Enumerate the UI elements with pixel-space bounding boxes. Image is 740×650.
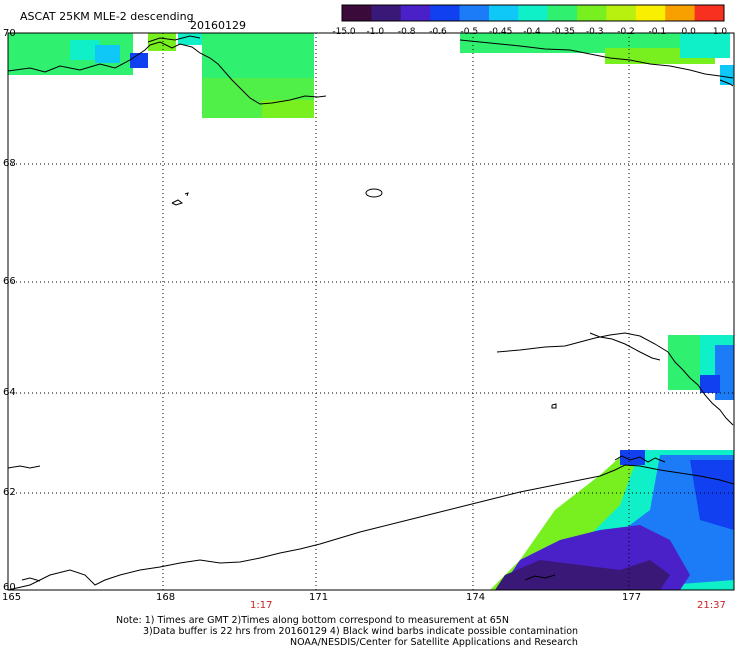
note-line-1: Note: 1) Times are GMT 2)Times along bot…: [116, 615, 509, 626]
lat-label: 62: [3, 487, 16, 498]
colorbar-label: -15.0: [332, 27, 356, 37]
colorbar-swatch: [606, 5, 637, 21]
colorbar-frame: [341, 4, 725, 22]
colorbar-label: -0.1: [648, 27, 667, 37]
colorbar-label: 1.0: [712, 27, 728, 37]
lat-label: 66: [3, 276, 16, 287]
colorbar-label: -0.5: [460, 27, 479, 37]
colorbar-swatch: [577, 5, 607, 21]
lon-label: 168: [156, 592, 176, 603]
coastlines: [7, 35, 735, 591]
colorbar-swatch: [665, 5, 696, 21]
colorbar-label: -0.35: [551, 27, 575, 37]
colorbar-label: -0.45: [489, 27, 513, 37]
colorbar-label: -0.8: [397, 27, 416, 37]
lat-label: 64: [3, 387, 16, 398]
colorbar-label: -0.6: [429, 27, 447, 37]
colorbar-label: -1.0: [366, 27, 385, 37]
colorbar-swatch: [371, 5, 402, 21]
colorbar-label: -0.2: [617, 27, 635, 37]
colorbar-swatch: [400, 5, 431, 21]
lat-label: 68: [3, 158, 16, 169]
lon-label: 171: [309, 592, 329, 603]
end-time: 21:37: [697, 600, 726, 611]
map-date: 20160129: [190, 19, 246, 32]
map-title: ASCAT 25KM MLE-2 descending: [20, 10, 194, 23]
lon-label: 165: [2, 592, 22, 603]
lat-label: 70: [3, 28, 16, 39]
plot-frame: [7, 32, 735, 591]
colorbar-swatch: [518, 5, 549, 21]
lon-label: 174: [466, 592, 486, 603]
colorbar-swatch: [342, 5, 372, 21]
wind-data-swaths: [8, 33, 734, 590]
colorbar-label: -0.4: [523, 27, 541, 37]
note-line-3: NOAA/NESDIS/Center for Satellite Applica…: [290, 637, 578, 648]
colorbar-swatch: [694, 5, 725, 21]
note-line-2: 3)Data buffer is 22 hrs from 20160129 4)…: [143, 626, 579, 637]
lat-label: 60: [3, 582, 16, 593]
colorbar-swatch: [547, 5, 578, 21]
colorbar-swatch: [430, 5, 461, 21]
colorbar-label: 0.0: [681, 27, 696, 37]
colorbar-swatch: [459, 5, 490, 21]
lat-lon-grid: [8, 33, 734, 590]
colorbar-swatch: [488, 5, 519, 21]
colorbar: [341, 4, 725, 22]
lon-label: 177: [622, 592, 642, 603]
start-time: 1:17: [250, 600, 273, 611]
colorbar-swatch: [635, 5, 666, 21]
colorbar-label: -0.3: [585, 27, 604, 37]
